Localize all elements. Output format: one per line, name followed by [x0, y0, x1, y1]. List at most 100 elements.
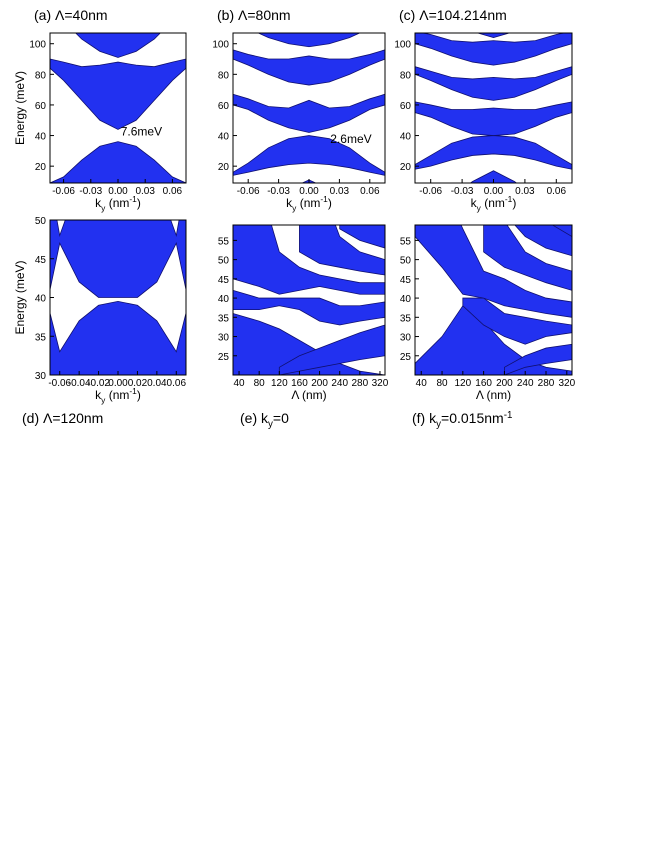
band	[257, 33, 361, 48]
label-part: y	[101, 395, 106, 405]
x-axis-label: ky (nm-1)	[95, 386, 141, 405]
panel: -0.06 -0.03 0.00 0.03 0.06 20 40 60 80 100 ky (nm-…	[212, 7, 386, 213]
x-axis-label: Λ (nm)	[291, 388, 326, 402]
plot-area	[233, 33, 385, 183]
y-tick-label: 50	[35, 216, 47, 227]
y-tick-label: 25	[218, 352, 230, 363]
band	[50, 300, 186, 375]
plot-frame	[414, 224, 573, 376]
band	[50, 58, 186, 130]
plot-area	[415, 225, 572, 375]
panel-label: (d) Λ=120nm	[22, 410, 103, 426]
band	[50, 220, 186, 298]
x-tick-label: -0.06	[52, 186, 75, 197]
x-tick-label: 0.04	[147, 378, 167, 389]
x-tick-label: 0.03	[330, 186, 350, 197]
panel-label: (e) ky=0	[240, 410, 289, 430]
x-tick-label: 160	[475, 378, 492, 389]
x-axis-label: ky (nm-1)	[95, 194, 141, 213]
x-tick-label: 0.00	[108, 378, 128, 389]
x-tick-label: -0.03	[267, 186, 290, 197]
label-part: y	[477, 203, 482, 213]
band	[233, 135, 385, 176]
x-tick-label: 160	[291, 378, 308, 389]
label-part: k	[95, 196, 102, 210]
label-part: -1	[505, 194, 513, 204]
y-tick-label: 60	[218, 101, 230, 112]
label-part: y	[101, 203, 106, 213]
label-part: )	[512, 196, 516, 210]
y-tick-label: 45	[400, 275, 412, 286]
band	[415, 135, 572, 170]
x-tick-label: -0.02	[87, 378, 110, 389]
label-part: (nm	[296, 196, 320, 210]
label-part: -1	[504, 410, 513, 421]
y-tick-label: 20	[35, 162, 47, 173]
band	[551, 225, 572, 238]
y-tick-label: 30	[218, 333, 230, 344]
x-tick-label: 120	[271, 378, 288, 389]
band	[233, 313, 385, 375]
label-part: (nm	[105, 388, 129, 402]
x-tick-label: 0.06	[360, 186, 380, 197]
band	[504, 343, 572, 375]
x-tick-label: -0.06	[48, 378, 71, 389]
x-tick-label: -0.03	[451, 186, 474, 197]
annotation: 2.6meV	[330, 132, 371, 146]
x-tick-label: 80	[254, 378, 266, 389]
band	[476, 33, 511, 39]
label-part: -1	[129, 194, 137, 204]
y-tick-label: 100	[212, 40, 229, 51]
label-part: y	[436, 419, 441, 430]
plot-area	[50, 220, 186, 375]
x-tick-label: 0.00	[299, 186, 319, 197]
x-tick-label: 0.02	[128, 378, 148, 389]
y-tick-label: 60	[35, 101, 47, 112]
x-tick-label: 280	[538, 378, 555, 389]
label-part: =0.015nm	[441, 410, 504, 426]
band	[514, 225, 572, 257]
x-axis-label: Λ (nm)	[476, 388, 511, 402]
y-tick-label: 80	[35, 70, 47, 81]
y-axis-label: Energy (meV)	[13, 260, 27, 334]
x-tick-label: 0.06	[163, 186, 183, 197]
x-tick-label: -0.03	[79, 186, 102, 197]
x-tick-label: 200	[311, 378, 328, 389]
y-tick-label: 50	[400, 256, 412, 267]
label-part: )	[137, 388, 141, 402]
y-tick-label: 80	[218, 70, 230, 81]
band	[233, 93, 385, 133]
x-tick-label: 280	[351, 378, 368, 389]
label-part: )	[328, 196, 332, 210]
label-part: -1	[129, 386, 137, 396]
label-part: (nm	[105, 196, 129, 210]
label-part: k	[471, 196, 478, 210]
x-tick-label: 0.06	[547, 186, 567, 197]
y-tick-label: 60	[400, 101, 412, 112]
y-tick-label: 20	[400, 162, 412, 173]
band	[415, 225, 572, 318]
x-tick-label: 40	[233, 378, 245, 389]
band	[415, 101, 572, 136]
panel-label: (c) Λ=104.214nm	[399, 7, 507, 23]
x-tick-label: 0.03	[135, 186, 155, 197]
y-tick-label: 30	[35, 371, 47, 382]
y-tick-label: 35	[218, 313, 230, 324]
y-tick-label: 35	[35, 332, 47, 343]
band	[462, 297, 572, 345]
x-tick-label: 320	[372, 378, 389, 389]
band	[75, 33, 161, 58]
x-tick-label: 200	[496, 378, 513, 389]
plot-frame	[232, 224, 386, 376]
band	[299, 225, 385, 276]
label-part: (e) k	[240, 410, 269, 426]
y-tick-label: 25	[400, 352, 412, 363]
y-tick-label: 40	[35, 132, 47, 143]
x-tick-label: 0.00	[108, 186, 128, 197]
y-tick-label: 40	[400, 294, 412, 305]
label-part: (nm	[481, 196, 505, 210]
x-axis-label: ky (nm-1)	[286, 194, 332, 213]
panel: -0.06 -0.03 0.00 0.03 0.06 20 40 60 80 100 ky (nm-…	[13, 7, 187, 213]
label-part: k	[286, 196, 293, 210]
